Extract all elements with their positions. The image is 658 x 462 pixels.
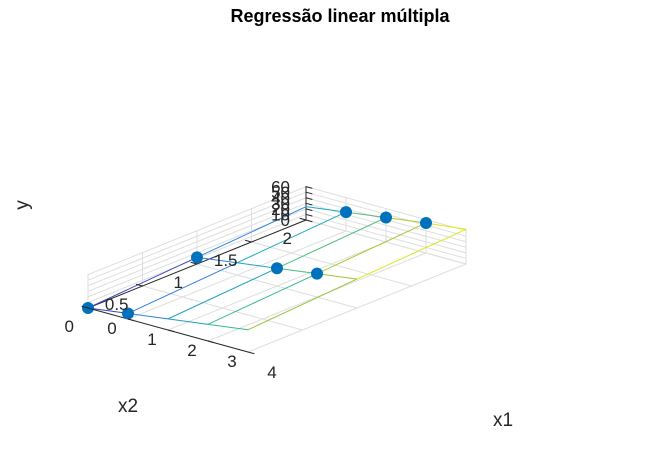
y-tick-mark [305,191,313,195]
y-tick-mark [305,208,313,211]
surface-mesh-line [345,211,387,219]
x2-tick-mark [299,217,307,221]
data-point [191,251,203,264]
data-point [420,216,432,229]
surface-mesh-line [207,323,249,331]
surface-mesh-line [167,267,278,320]
y-tick-mark [305,186,313,189]
x2-axis-label: x2 [118,396,138,417]
chart-title: Regressão linear múltipla [230,6,450,26]
y-tick-mark [305,202,313,206]
surface-mesh-line [236,262,278,269]
data-point [311,267,323,280]
x2-tick-mark [190,261,198,265]
floor-gridline [142,285,303,331]
floor-gridline [251,241,412,287]
surface-mesh-line [425,222,467,230]
surface-mesh-line [316,222,427,275]
y-tick-label: 20 [271,200,290,219]
x2-tick-mark [136,283,143,287]
surface-mesh-line [385,217,427,224]
y-tick-mark [305,213,313,217]
surface-mesh-line [356,228,467,280]
y-tick-label: 10 [271,205,290,224]
data-point [340,206,352,219]
x2-tick-mark [245,239,252,243]
surface-mesh-line [316,273,358,280]
data-point [380,211,392,224]
x2-tick-label: 0 [65,317,74,336]
y-tick-mark [305,219,313,223]
x2-tick-label: 0.5 [105,295,129,314]
surface-mesh-line [167,318,209,325]
surface-mesh-line [127,312,169,320]
data-point [122,307,134,320]
x1-tick-label: 1 [147,330,156,349]
data-point [271,262,283,275]
x2-tick-label: 1.5 [214,251,238,270]
x2-tick-mark [81,305,89,309]
surface-mesh-line [305,206,347,213]
surface-mesh-line [127,262,238,314]
x2-tick-label: 1 [174,273,183,292]
y-tick-label: 50 [271,183,290,202]
y-tick-label: 0 [281,211,290,230]
x1-tick-mark [87,307,95,311]
y-tick-label: 60 [271,178,290,197]
x1-tick-label: 4 [267,363,276,382]
x1-tick-mark [207,340,215,344]
x1-tick-label: 0 [107,319,116,338]
surface-mesh-line [207,273,318,325]
surface-mesh-line [236,211,347,264]
surface-mesh-line [87,307,129,314]
x1-axis-label: x1 [493,410,513,431]
x1-tick-mark [247,351,255,355]
y-tick-mark [305,197,313,200]
y-tick-label: 30 [271,194,290,213]
x2-tick-label: 2 [283,229,292,248]
y-tick-label: 40 [271,189,290,208]
surface-mesh-line [196,256,238,264]
x1-tick-label: 3 [227,352,236,371]
x1-tick-mark [167,329,175,333]
surface-mesh-line [276,267,318,275]
x1-tick-mark [127,318,135,322]
surface-mesh-line [276,217,387,269]
x1-tick-label: 2 [187,341,196,360]
floor-gridline [196,263,358,309]
surface-mesh-line [196,206,307,258]
surface-mesh-line [87,256,198,309]
y-axis-label: y [12,200,33,210]
surface-mesh-line [247,278,358,331]
